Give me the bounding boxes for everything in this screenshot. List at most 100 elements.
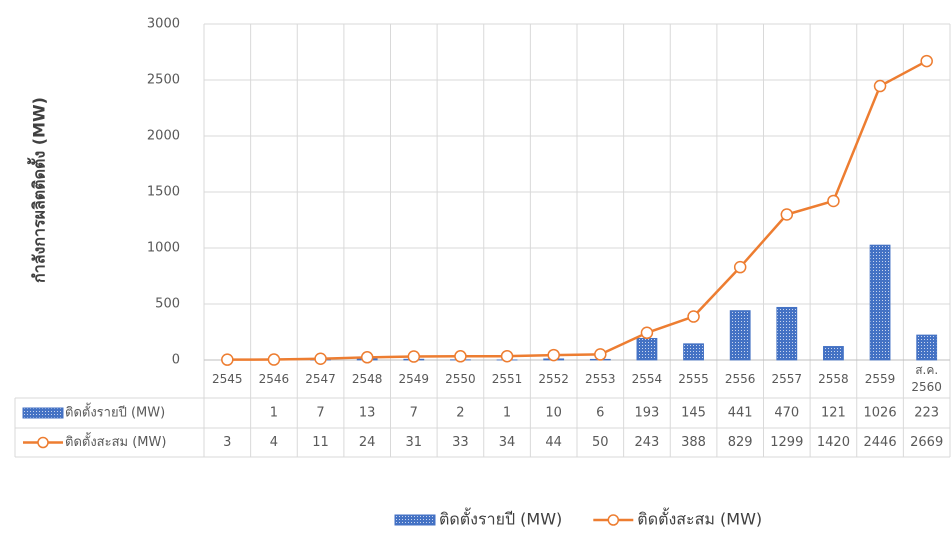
legend-label-key <box>394 514 436 526</box>
y-tick-label: 3000 <box>147 17 180 32</box>
table-row-label-key <box>37 436 49 449</box>
table-cell: 1 <box>270 406 278 421</box>
table-cell: 24 <box>359 435 376 450</box>
y-tick-label: 500 <box>155 297 180 312</box>
table-cell: 11 <box>312 435 329 450</box>
x-tick-cell: 2552 <box>538 371 569 386</box>
line-marker <box>780 208 794 221</box>
table-cell: 34 <box>499 435 516 450</box>
x-tick-cell: 2557 <box>771 371 803 386</box>
x-tick-label: 2557 <box>771 371 803 386</box>
bar <box>776 306 798 361</box>
line-marker <box>873 79 887 93</box>
line-marker <box>827 194 840 208</box>
line-marker <box>500 349 514 363</box>
y-tick-label: 0 <box>172 353 180 368</box>
table-cell: 2669 <box>910 435 943 450</box>
x-tick-cell: 2547 <box>305 371 336 386</box>
table-cell: 33 <box>452 435 469 450</box>
x-tick-label: 2548 <box>351 371 383 386</box>
x-tick-cell: 2555 <box>678 371 709 386</box>
line-marker <box>407 350 421 363</box>
x-tick-cell: 2558 <box>818 371 849 386</box>
line-marker <box>920 54 933 68</box>
table-cell: 829 <box>728 435 753 450</box>
bar <box>869 244 891 361</box>
x-tick-label: 2546 <box>258 371 290 386</box>
table-row-label-key <box>22 407 64 419</box>
table-cell: 7 <box>410 406 418 421</box>
x-tick-label: 2547 <box>305 371 336 386</box>
x-tick-label: 2559 <box>864 371 896 386</box>
x-tick-cell: ส.ค. 2560 <box>911 363 942 394</box>
x-tick-label: 2545 <box>212 371 243 386</box>
table-cell: 3 <box>223 435 231 450</box>
table-cell: 7 <box>316 406 324 421</box>
table-row-label: ติดตั้งสะสม (MW) <box>65 432 166 450</box>
x-tick-cell: 2553 <box>585 371 616 386</box>
table-cell: 223 <box>914 406 939 421</box>
table-cell: 1420 <box>817 435 850 450</box>
line-marker <box>314 352 327 366</box>
x-tick-label: 2555 <box>678 371 709 386</box>
x-tick-cell: 2549 <box>398 371 430 386</box>
table-cell: 470 <box>774 406 799 421</box>
table-cell: 13 <box>359 406 376 421</box>
legend-label: ติดตั้งสะสม (MW) <box>637 508 762 529</box>
table-cell: 31 <box>406 435 423 450</box>
line-marker <box>687 310 700 323</box>
table-cell: 1 <box>503 406 511 421</box>
y-tick-label: 1500 <box>147 185 180 200</box>
table-cell: 50 <box>592 435 609 450</box>
x-tick-cell: 2550 <box>445 371 476 386</box>
table-cell: 1026 <box>864 406 897 421</box>
table-cell: 388 <box>681 435 706 450</box>
table-row-label: ติดตั้งรายปี (MW) <box>65 403 165 421</box>
x-tick-label: 2556 <box>724 371 756 386</box>
bar <box>823 346 844 361</box>
y-tick-label: 1000 <box>147 241 180 256</box>
y-tick-label: 2000 <box>147 129 180 144</box>
x-tick-label: 2550 <box>445 371 476 386</box>
bar <box>636 337 658 361</box>
line-marker <box>733 260 747 274</box>
table-cell: 10 <box>545 406 562 421</box>
line <box>227 59 928 361</box>
x-tick-label: 2558 <box>818 371 849 386</box>
table-cell: 145 <box>681 406 706 421</box>
legend-label: ติดตั้งรายปี (MW) <box>439 508 562 529</box>
line-marker <box>640 326 654 340</box>
x-tick-cell: 2556 <box>724 371 756 386</box>
x-tick-label: 2549 <box>398 371 430 386</box>
y-tick-label: 2500 <box>147 73 180 88</box>
line-marker <box>221 353 234 366</box>
x-tick-label: 2551 <box>491 371 523 386</box>
table-cell: 1299 <box>770 435 803 450</box>
line-marker <box>267 353 281 366</box>
x-tick-label: 2554 <box>631 371 663 386</box>
x-tick-cell: 2551 <box>491 371 523 386</box>
x-tick-cell: 2559 <box>864 371 896 386</box>
line-marker <box>360 351 374 364</box>
table-cell: 6 <box>596 406 604 421</box>
x-tick-cell: 2554 <box>631 371 663 386</box>
x-tick-cell: 2545 <box>212 371 243 386</box>
line-marker <box>454 350 467 363</box>
table-cell: 441 <box>728 406 753 421</box>
table-cell: 243 <box>635 435 660 450</box>
table-cell: 44 <box>545 435 562 450</box>
bar <box>729 310 751 361</box>
line-marker <box>547 348 560 362</box>
table-cell: 4 <box>270 435 278 450</box>
x-tick-label: 2553 <box>585 371 616 386</box>
x-tick-cell: 2546 <box>258 371 290 386</box>
x-tick-cell: 2548 <box>351 371 383 386</box>
x-tick-label: 2552 <box>538 371 569 386</box>
bar <box>916 334 938 361</box>
x-tick-label: ส.ค. 2560 <box>911 363 942 394</box>
y-axis-title: กำลังการผลิตติดตั้ง (MW) <box>27 97 49 283</box>
table-cell: 2446 <box>864 435 897 450</box>
table-cell: 193 <box>635 406 660 421</box>
table-cell: 2 <box>456 406 464 421</box>
